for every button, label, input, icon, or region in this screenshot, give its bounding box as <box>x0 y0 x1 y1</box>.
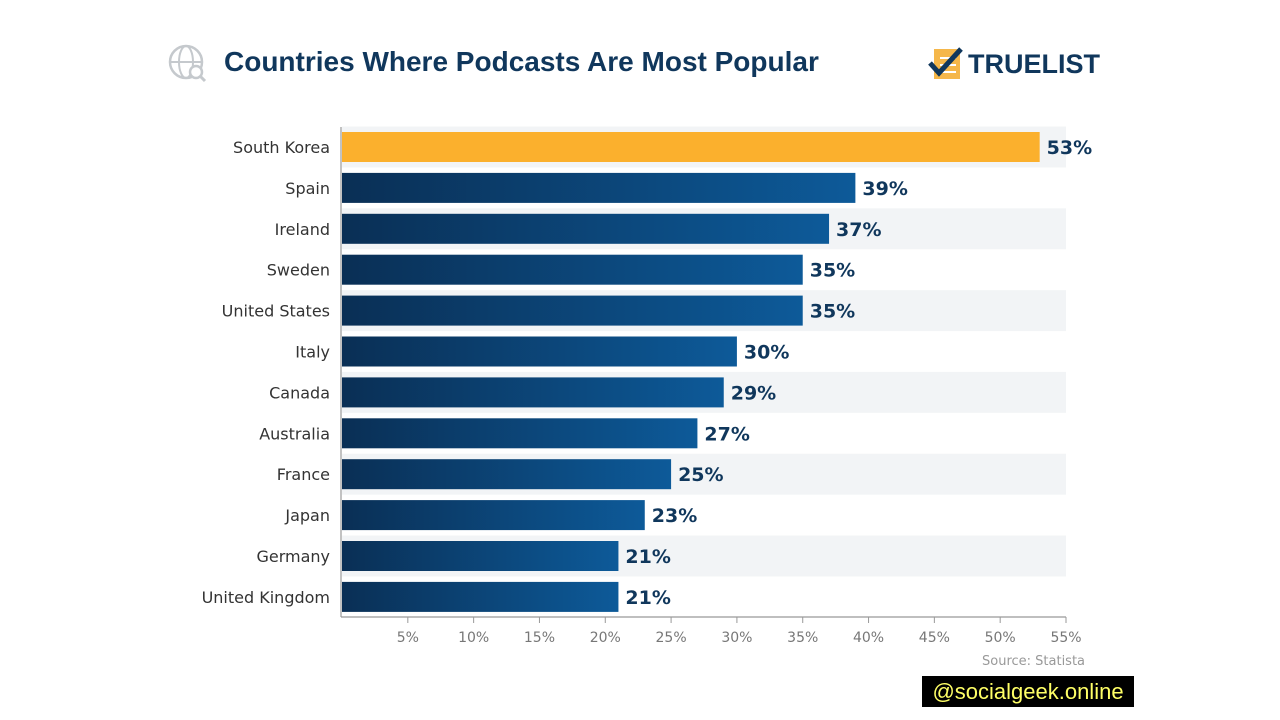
checkmark-list-icon <box>928 47 963 79</box>
x-tick-label: 5% <box>397 630 419 646</box>
x-tick-label: 40% <box>853 630 884 646</box>
category-label: Sweden <box>267 261 330 280</box>
x-tick-label: 50% <box>985 630 1016 646</box>
data-label: 35% <box>810 260 855 282</box>
data-label: 21% <box>625 587 670 609</box>
data-label: 30% <box>744 342 789 364</box>
x-tick-label: 25% <box>656 630 687 646</box>
category-label: United States <box>222 302 330 321</box>
bar-sweden <box>342 254 803 285</box>
watermark: @socialgeek.online <box>922 676 1134 707</box>
x-tick-label: 15% <box>524 630 555 646</box>
x-tick-label: 35% <box>787 630 818 646</box>
chart-title: Countries Where Podcasts Are Most Popula… <box>224 46 819 77</box>
data-label: 53% <box>1047 137 1092 159</box>
category-label: United Kingdom <box>202 588 330 607</box>
logo-text: TRUELIST <box>968 48 1100 79</box>
x-tick-label: 30% <box>721 630 752 646</box>
bar-japan <box>342 500 645 531</box>
globe-search-icon <box>168 44 207 83</box>
category-label: Australia <box>259 424 330 443</box>
bar-canada <box>342 377 724 408</box>
category-label: South Korea <box>233 138 330 157</box>
data-label: 25% <box>678 464 723 486</box>
source-note: Source: Statista <box>982 654 1086 669</box>
bar-italy <box>342 336 737 367</box>
data-label: 35% <box>810 301 855 323</box>
data-label: 21% <box>625 546 670 568</box>
x-tick-label: 10% <box>458 630 489 646</box>
data-label: 39% <box>862 178 907 200</box>
x-tick-label: 20% <box>590 630 621 646</box>
bar-united-states <box>342 295 803 326</box>
truelist-logo: TRUELIST <box>928 46 1100 82</box>
category-label: Spain <box>285 179 330 198</box>
category-label: France <box>277 465 330 484</box>
category-label: Ireland <box>275 220 330 239</box>
data-label: 37% <box>836 219 881 241</box>
category-label: Germany <box>256 547 330 566</box>
x-tick-label: 55% <box>1050 630 1081 646</box>
category-label: Japan <box>284 506 330 525</box>
bar-ireland <box>342 213 830 244</box>
data-label: 27% <box>704 423 749 445</box>
bar-australia <box>342 418 698 449</box>
bar-france <box>342 459 672 490</box>
category-label: Canada <box>269 383 330 402</box>
data-label: 23% <box>652 505 697 527</box>
bar-germany <box>342 541 619 571</box>
bar-united-kingdom <box>342 581 619 612</box>
bar-south-korea <box>342 132 1040 162</box>
bar-spain <box>342 172 856 203</box>
category-label: Italy <box>295 343 330 362</box>
data-label: 29% <box>731 382 776 404</box>
x-tick-label: 45% <box>919 630 950 646</box>
